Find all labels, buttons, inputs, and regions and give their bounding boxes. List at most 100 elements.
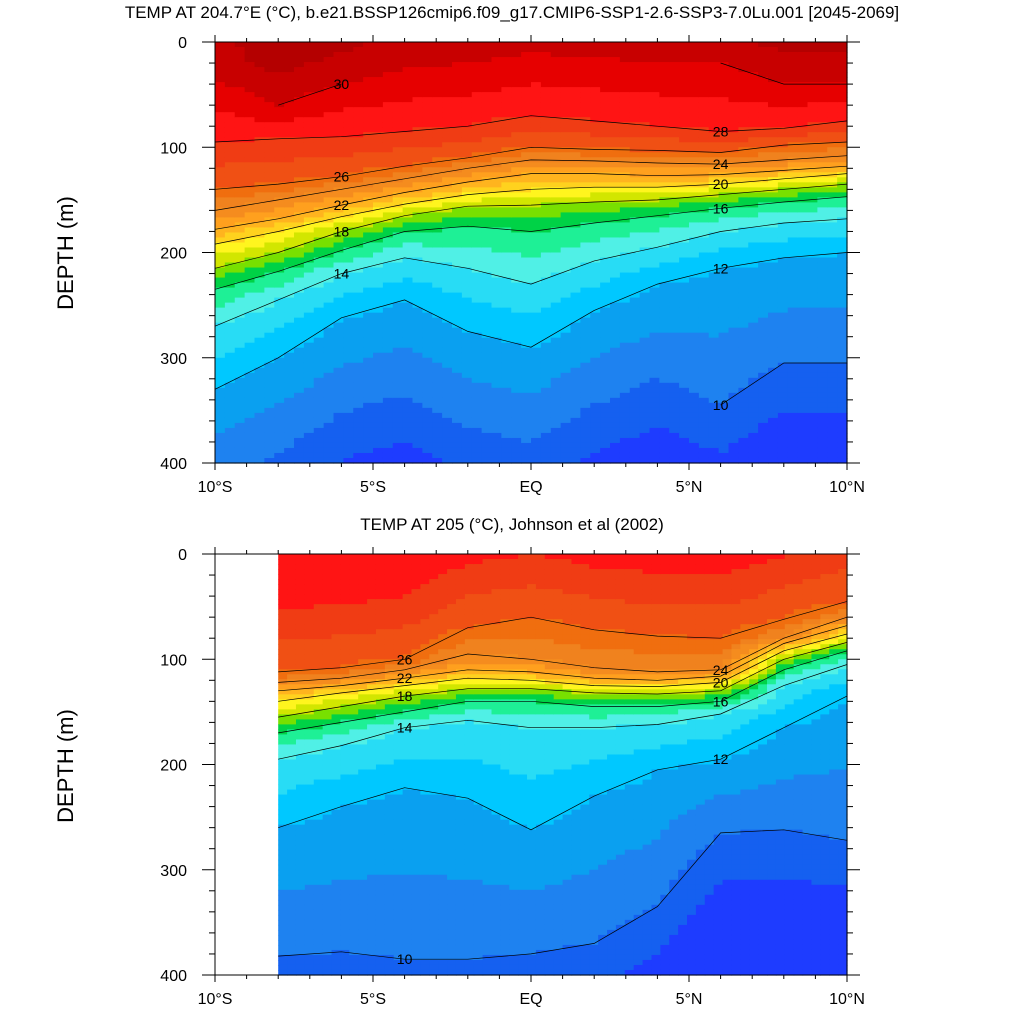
field-cell	[787, 427, 799, 434]
field-cell	[274, 187, 285, 193]
field-cell	[274, 437, 285, 444]
field-cell	[392, 287, 404, 294]
field-cell	[758, 47, 769, 53]
field-cell	[521, 42, 532, 48]
field-cell	[392, 97, 404, 103]
field-cell	[797, 152, 809, 158]
field-cell	[758, 442, 769, 449]
field-cell	[540, 202, 552, 208]
field-cell	[540, 267, 552, 274]
field-cell	[373, 352, 384, 359]
field-cell	[264, 312, 275, 319]
field-cell	[570, 402, 581, 409]
field-cell	[679, 377, 690, 384]
field-cell	[718, 157, 730, 163]
field-cell	[412, 92, 423, 98]
field-cell	[689, 152, 700, 158]
field-cell	[600, 377, 611, 384]
field-cell	[402, 297, 414, 304]
field-cell	[708, 137, 720, 143]
field-cell	[787, 272, 799, 279]
field-cell	[777, 67, 789, 73]
field-cell	[461, 297, 473, 304]
field-cell	[373, 147, 384, 153]
field-cell	[501, 147, 512, 153]
field-cell	[442, 172, 453, 178]
field-cell	[501, 332, 512, 339]
field-cell	[363, 252, 374, 259]
field-cell	[264, 177, 275, 183]
field-cell	[382, 292, 394, 299]
field-cell	[669, 332, 680, 339]
field-cell	[758, 367, 769, 374]
field-cell	[264, 352, 275, 359]
field-cell	[768, 197, 779, 203]
field-cell	[570, 192, 581, 198]
field-cell	[748, 167, 759, 173]
field-cell	[432, 122, 443, 128]
field-cell	[382, 72, 394, 78]
field-cell	[461, 197, 473, 203]
field-cell	[422, 447, 433, 454]
field-cell	[274, 107, 285, 113]
field-cell	[550, 257, 562, 264]
field-cell	[471, 227, 483, 234]
field-cell	[718, 257, 730, 264]
field-cell	[787, 182, 799, 188]
field-cell	[491, 157, 502, 163]
field-cell	[343, 77, 354, 83]
field-cell	[679, 322, 690, 329]
field-cell	[639, 107, 651, 113]
field-cell	[461, 457, 473, 464]
field-cell	[560, 212, 572, 219]
field-cell	[777, 117, 789, 123]
field-cell	[274, 202, 285, 208]
field-cell	[244, 147, 256, 153]
field-cell	[343, 192, 354, 198]
field-cell	[639, 342, 651, 349]
field-cell	[481, 72, 493, 78]
field-cell	[333, 192, 344, 198]
field-cell	[303, 162, 315, 168]
field-cell	[550, 352, 562, 359]
field-cell	[244, 312, 256, 319]
field-cell	[669, 422, 680, 429]
field-cell	[649, 287, 660, 294]
field-cell	[412, 52, 423, 58]
field-cell	[649, 202, 660, 208]
field-cell	[590, 67, 601, 73]
field-cell	[580, 332, 591, 339]
field-cell	[560, 347, 572, 354]
field-cell	[442, 162, 453, 168]
field-cell	[274, 347, 285, 354]
field-cell	[679, 432, 690, 439]
field-cell	[373, 252, 384, 259]
field-cell	[698, 102, 710, 108]
field-cell	[363, 117, 374, 123]
field-cell	[590, 42, 601, 48]
field-cell	[797, 202, 809, 208]
field-cell	[590, 192, 601, 198]
field-cell	[590, 447, 601, 454]
field-cell	[224, 127, 236, 133]
field-cell	[768, 252, 779, 259]
field-cell	[333, 167, 344, 173]
field-cell	[560, 162, 572, 168]
field-cell	[353, 172, 364, 178]
field-cell	[442, 82, 453, 88]
field-cell	[363, 232, 374, 239]
field-cell	[333, 252, 344, 259]
field-cell	[452, 52, 463, 58]
field-cell	[511, 352, 522, 359]
field-cell	[521, 257, 532, 264]
field-cell	[442, 217, 453, 224]
field-cell	[353, 107, 364, 113]
field-cell	[234, 67, 246, 73]
field-cell	[610, 327, 621, 334]
field-cell	[649, 117, 660, 123]
field-cell	[491, 397, 502, 404]
field-cell	[610, 157, 621, 163]
field-cell	[679, 457, 690, 464]
field-cell	[323, 282, 335, 289]
field-cell	[698, 367, 710, 374]
